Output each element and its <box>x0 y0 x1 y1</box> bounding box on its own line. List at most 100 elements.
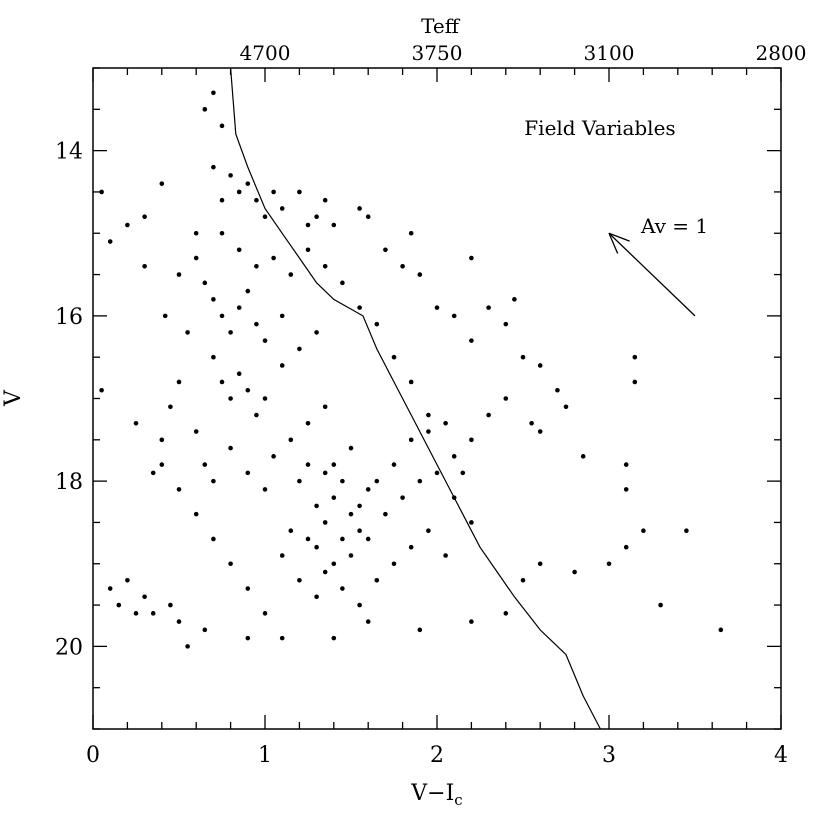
data-point <box>365 487 371 492</box>
data-point <box>426 528 431 533</box>
data-point <box>150 611 156 616</box>
data-point <box>408 437 414 443</box>
data-point <box>99 189 104 195</box>
vector-label: Av = 1 <box>640 214 708 238</box>
data-point <box>340 280 345 286</box>
data-point <box>202 627 208 633</box>
data-point <box>486 412 491 418</box>
data-point <box>606 561 612 567</box>
data-point <box>563 404 569 410</box>
data-point <box>125 222 130 228</box>
data-point <box>520 577 526 583</box>
data-point <box>469 338 474 343</box>
data-point <box>348 445 354 451</box>
data-point <box>279 206 285 211</box>
data-point <box>408 379 414 385</box>
data-point <box>340 536 345 542</box>
data-point <box>555 387 560 393</box>
data-point <box>417 627 423 633</box>
data-point <box>228 396 233 401</box>
data-point <box>391 462 397 467</box>
data-point <box>142 594 147 600</box>
data-point <box>305 222 311 228</box>
data-point <box>279 635 285 641</box>
top-tick-label: 3750 <box>412 41 463 65</box>
data-point <box>580 454 586 459</box>
data-point <box>314 330 319 335</box>
data-point <box>262 338 268 343</box>
data-point <box>245 288 251 294</box>
x-tick-label: 1 <box>258 743 272 768</box>
data-point <box>107 586 113 591</box>
data-point <box>193 429 199 434</box>
data-point <box>365 214 371 220</box>
data-point <box>529 420 534 426</box>
data-point <box>297 478 302 484</box>
y-tick-label: 14 <box>55 140 83 165</box>
top-tick-label: 2800 <box>756 41 807 65</box>
y-tick-label: 20 <box>55 635 83 660</box>
data-point <box>408 544 414 550</box>
data-point <box>228 330 233 335</box>
data-point <box>460 470 466 476</box>
data-point <box>236 371 242 377</box>
data-point <box>236 189 242 195</box>
data-point <box>254 197 259 203</box>
data-point <box>314 214 319 220</box>
data-point <box>632 354 638 360</box>
data-point <box>658 602 663 608</box>
data-point <box>219 313 225 319</box>
data-point <box>314 594 319 600</box>
data-point <box>451 313 457 319</box>
data-point <box>322 197 328 203</box>
data-point <box>279 313 285 319</box>
data-point <box>254 412 259 418</box>
data-point <box>383 511 388 517</box>
vector-arrowhead <box>608 232 619 254</box>
data-point <box>202 462 208 467</box>
data-point <box>133 420 139 426</box>
data-point <box>150 470 156 476</box>
data-point <box>357 602 362 608</box>
data-point <box>469 619 474 624</box>
data-point <box>340 586 345 591</box>
data-points <box>99 90 724 649</box>
data-point <box>288 272 294 277</box>
data-point <box>159 437 165 443</box>
data-point <box>331 495 337 500</box>
data-point <box>434 305 440 310</box>
data-point <box>125 577 130 583</box>
data-point <box>219 123 225 129</box>
data-point <box>374 478 380 484</box>
data-point <box>254 321 259 327</box>
x-tick-label: 0 <box>86 743 100 768</box>
data-point <box>365 536 371 542</box>
data-point <box>503 321 509 327</box>
data-point <box>537 429 543 434</box>
data-point <box>486 305 491 310</box>
data-point <box>443 420 448 426</box>
data-point <box>408 230 414 236</box>
top-axis-label: Teff <box>421 14 461 38</box>
data-point <box>236 247 242 253</box>
data-point <box>305 462 311 467</box>
data-point <box>142 264 147 269</box>
data-point <box>211 297 216 302</box>
plot-frame <box>92 67 782 730</box>
data-point <box>271 454 276 459</box>
data-point <box>572 569 577 575</box>
data-point <box>211 354 216 360</box>
data-point <box>262 611 268 616</box>
data-point <box>520 354 526 360</box>
data-point <box>331 561 337 567</box>
data-point <box>228 173 233 178</box>
data-point <box>236 305 242 310</box>
data-point <box>512 297 517 302</box>
data-point <box>469 520 474 525</box>
data-point <box>193 511 199 517</box>
data-point <box>185 330 190 335</box>
x-axis-label-main: V−I <box>410 781 454 806</box>
data-point <box>331 462 337 467</box>
data-point <box>322 569 328 575</box>
data-point <box>322 404 328 410</box>
